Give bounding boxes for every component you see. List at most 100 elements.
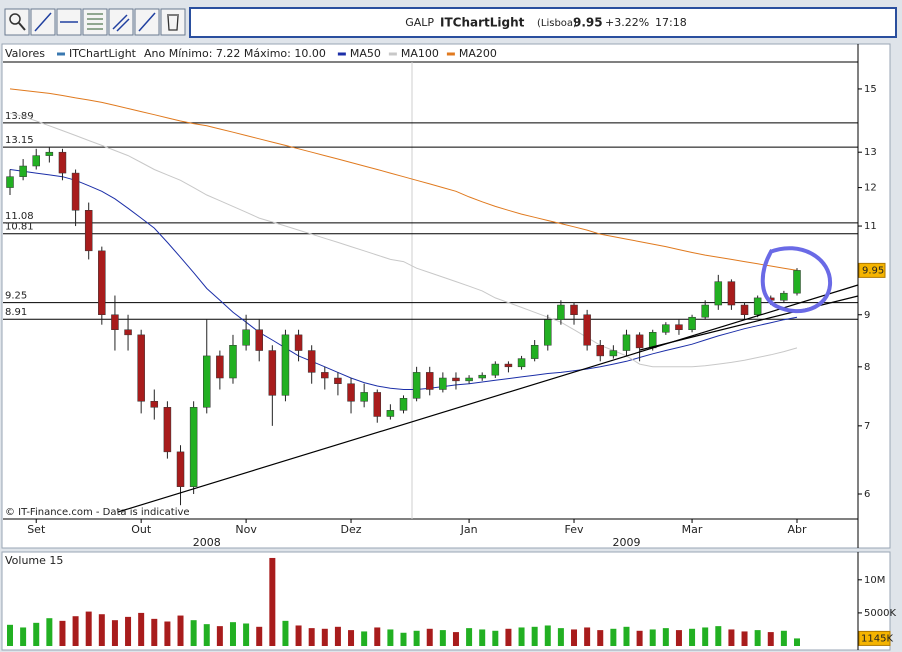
level-label: 13.15 xyxy=(5,135,34,146)
y-tick-label: 10M xyxy=(864,575,885,586)
candle-body xyxy=(714,281,723,306)
delete-button[interactable] xyxy=(160,8,186,36)
volume-title: Volume 15 xyxy=(5,554,63,567)
candle-body xyxy=(478,374,486,379)
candle-body xyxy=(753,297,762,316)
volume-bar xyxy=(243,623,250,646)
candle-body xyxy=(504,363,513,368)
volume-bar xyxy=(33,622,40,646)
candle-body xyxy=(6,176,14,188)
candle-body xyxy=(294,334,303,351)
legend-label: ITChartLight xyxy=(69,47,137,60)
level-label: 10.81 xyxy=(5,222,34,233)
stats-text: Ano Mínimo: 7.22 Máximo: 10.00 xyxy=(144,47,326,60)
volume-bar xyxy=(675,630,682,646)
candle-body xyxy=(242,329,250,346)
volume-bar xyxy=(7,624,13,646)
legend-label: MA50 xyxy=(350,47,381,60)
candle-body xyxy=(491,363,500,376)
volume-bar xyxy=(715,626,722,646)
candle-body xyxy=(780,292,788,301)
channel-icon xyxy=(112,14,130,32)
candle-body xyxy=(662,324,670,333)
candle-body xyxy=(373,392,382,417)
volume-bar xyxy=(413,630,420,646)
volume-bar xyxy=(767,632,774,646)
candle-body xyxy=(648,332,657,349)
candle-body xyxy=(268,350,277,396)
y-tick-label: 8 xyxy=(864,362,870,373)
volume-bar xyxy=(177,615,184,646)
volume-bar xyxy=(308,628,315,646)
candle-body xyxy=(32,155,40,167)
volume-bar xyxy=(46,618,53,646)
volume-bar xyxy=(85,611,92,646)
candle-body xyxy=(111,314,119,330)
volume-bar xyxy=(518,627,525,646)
year-label: 2009 xyxy=(612,536,640,549)
level-label: 9.25 xyxy=(5,291,27,302)
candle-body xyxy=(635,334,644,349)
volume-bar xyxy=(754,630,761,646)
candle-body xyxy=(465,377,473,382)
volume-bar xyxy=(439,630,446,646)
candle-body xyxy=(570,304,578,316)
level-label: 13.89 xyxy=(5,111,34,122)
candle-body xyxy=(137,334,145,402)
candle-body xyxy=(189,407,198,487)
candle-body xyxy=(163,407,172,453)
trend-line[interactable] xyxy=(639,295,859,351)
candle-body xyxy=(98,250,106,316)
volume-bar xyxy=(321,628,328,646)
volume-bar xyxy=(348,630,355,646)
volume-bar xyxy=(426,628,433,646)
candle-body xyxy=(439,377,447,390)
chart-title: Valores xyxy=(5,47,45,60)
moving-average xyxy=(9,169,798,390)
y-tick-label: 5000K xyxy=(864,608,896,619)
candle-body xyxy=(740,304,749,316)
fibo-icon xyxy=(87,13,103,30)
volume-bar xyxy=(269,557,276,646)
candle-body xyxy=(360,392,368,402)
level-label: 8.91 xyxy=(5,307,27,318)
candle-body xyxy=(727,281,736,306)
candle-body xyxy=(517,358,526,368)
year-label: 2008 xyxy=(193,536,221,549)
symbol: GALP xyxy=(405,16,434,29)
volume-bar xyxy=(98,614,105,646)
candle-body xyxy=(19,165,27,177)
volume-bar xyxy=(20,627,27,646)
candle-body xyxy=(622,334,631,351)
candle-body xyxy=(255,329,263,351)
volume-bar xyxy=(334,626,341,646)
volume-bar xyxy=(138,612,145,646)
candle-body xyxy=(386,410,395,417)
candle-body xyxy=(793,270,801,294)
volume-bar xyxy=(505,628,512,646)
y-tick-label: 6 xyxy=(864,489,870,500)
product: ITChartLight xyxy=(440,16,525,30)
volume-bar xyxy=(466,628,473,646)
zoom-button[interactable] xyxy=(4,8,30,36)
candle-body xyxy=(45,151,54,156)
fibo-tool-button[interactable] xyxy=(82,8,108,36)
candle-body xyxy=(544,319,552,346)
y-tick-label: 13 xyxy=(864,147,877,158)
volume-bar xyxy=(780,630,787,646)
trend-line[interactable] xyxy=(117,284,859,513)
candle-body xyxy=(347,383,355,402)
moving-average xyxy=(9,112,798,368)
x-tick-label: Mar xyxy=(682,523,703,536)
line-icon xyxy=(34,12,52,32)
candle-body xyxy=(530,345,539,359)
last-price: 9.95 xyxy=(573,16,603,30)
x-tick-label: Fev xyxy=(565,523,584,536)
candle-body xyxy=(58,151,67,174)
volume-bar xyxy=(702,627,709,646)
volume-bar xyxy=(636,630,643,646)
volume-bar xyxy=(728,629,735,646)
moving-average xyxy=(9,88,798,271)
